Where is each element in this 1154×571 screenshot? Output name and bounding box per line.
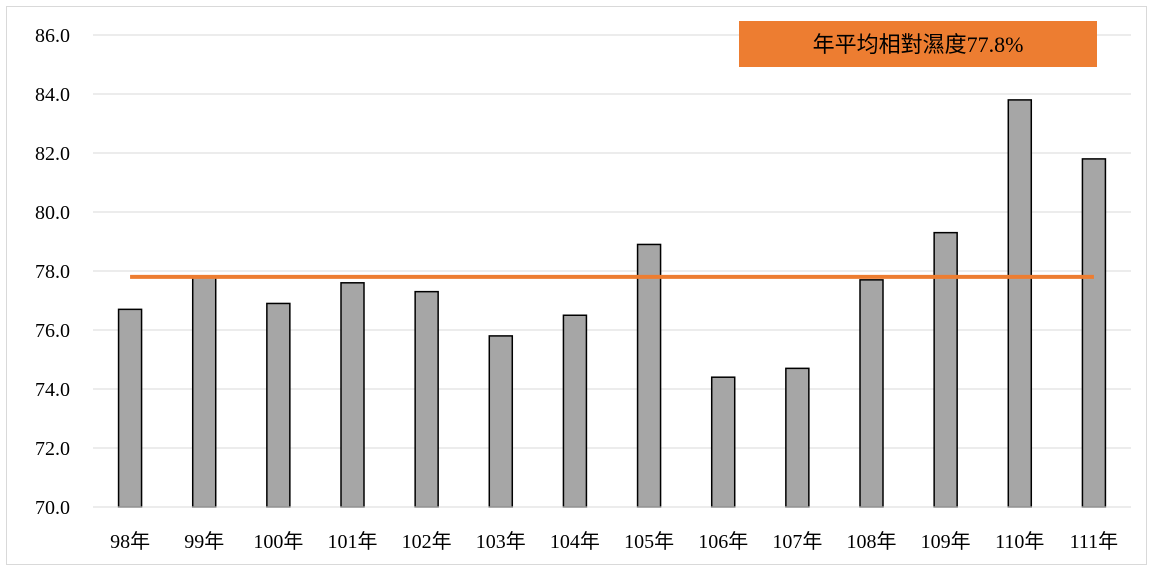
bar	[266, 302, 291, 508]
gridlines	[93, 34, 1131, 449]
y-tick-label: 78.0	[35, 261, 70, 283]
y-axis-tick-labels: 70.0 72.0 74.0 76.0 78.0 80.0 82.0 84.0 86.0	[35, 25, 70, 519]
x-tick-label: 103年	[476, 530, 526, 553]
bar	[414, 290, 439, 508]
y-tick-label: 80.0	[35, 202, 70, 224]
bar	[710, 376, 736, 508]
x-tick-label: 100年	[253, 530, 303, 553]
x-tick-label: 102年	[402, 530, 452, 553]
y-tick-label: 72.0	[35, 438, 70, 460]
bar	[117, 308, 143, 508]
x-tick-label: 106年	[698, 530, 748, 553]
y-tick-label: 82.0	[35, 143, 70, 165]
x-tick-label: 99年	[184, 530, 224, 553]
x-tick-label: 107年	[772, 530, 822, 553]
x-tick-label: 104年	[550, 530, 600, 553]
y-tick-label: 86.0	[35, 25, 70, 47]
x-tick-label: 109年	[921, 530, 971, 553]
chart-frame	[6, 6, 1147, 565]
bar	[562, 314, 588, 508]
y-tick-label: 70.0	[35, 497, 70, 519]
bar	[340, 282, 365, 508]
y-tick-label: 74.0	[35, 379, 70, 401]
bar	[1081, 158, 1107, 508]
average-annotation-text: 年平均相對濕度77.8%	[813, 32, 1024, 57]
bar	[488, 335, 514, 508]
bar	[933, 231, 958, 508]
x-tick-label: 111年	[1070, 530, 1119, 553]
x-tick-label: 108年	[847, 530, 897, 553]
x-tick-label: 110年	[995, 530, 1044, 553]
bars	[117, 99, 1107, 508]
average-annotation: 年平均相對濕度77.8%	[739, 21, 1097, 67]
x-axis-tick-labels: 98年 99年 100年 101年 102年 103年 104年 105年 106年 107年 10…	[110, 530, 1118, 553]
average-annotation-box	[739, 21, 1097, 67]
bar	[859, 279, 884, 508]
bar	[1007, 99, 1033, 508]
y-tick-label: 84.0	[35, 84, 70, 106]
x-tick-label: 98年	[110, 530, 150, 553]
x-tick-label: 101年	[328, 530, 378, 553]
bar	[636, 243, 662, 508]
bar	[785, 367, 810, 508]
y-tick-label: 76.0	[35, 320, 70, 342]
x-tick-label: 105年	[624, 530, 674, 553]
bar	[191, 276, 217, 508]
